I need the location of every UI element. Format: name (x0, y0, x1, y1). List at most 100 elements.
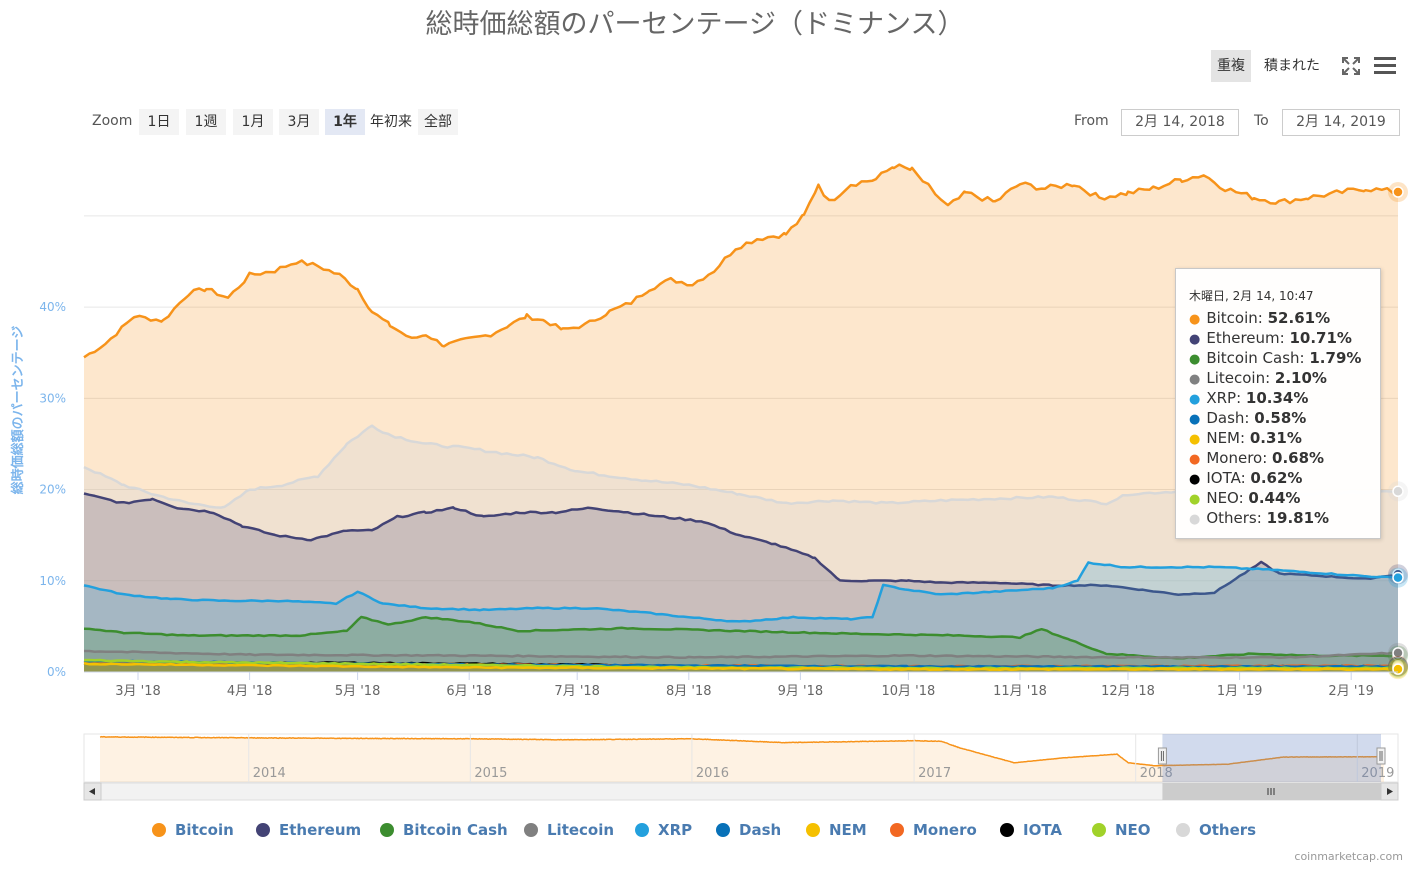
series-area-others (84, 425, 1398, 672)
chart-title: 総時価総額のパーセンテージ（ドミナンス） (425, 9, 965, 40)
y-axis-title: 総時価総額のパーセンテージ (10, 326, 26, 495)
tooltip-series-name: NEO (1206, 489, 1239, 507)
range-to-label: To (1254, 113, 1269, 129)
range-from-input[interactable]: 2月 14, 2018 (1121, 109, 1239, 136)
hover-markers (1388, 182, 1408, 680)
legend-item-dash[interactable]: Dash (716, 818, 781, 842)
zoom-label: Zoom (92, 113, 133, 129)
legend-dot-icon (716, 823, 730, 837)
series-area-bitcoin (84, 164, 1398, 672)
y-tick-label: 40% (39, 300, 66, 314)
series-line-litecoin (84, 649, 1399, 660)
series-line-nem (83, 662, 1398, 672)
navigator-frame (83, 733, 1399, 783)
y-tick-label: 20% (39, 483, 66, 497)
x-tick-label: 12月 '18 (1101, 684, 1155, 699)
navigator-handle-right[interactable] (1376, 747, 1386, 765)
tooltip-separator: : (1279, 329, 1290, 347)
legend-item-bitcoin[interactable]: Bitcoin (152, 818, 234, 842)
series-area-ethereum (84, 493, 1398, 672)
series-line-bitcoin (83, 163, 1399, 359)
tooltip-row: ● Litecoin: 2.10% (1189, 368, 1380, 388)
legend-dot-icon (1092, 823, 1106, 837)
zoom-ytd-button[interactable]: 年初来 (370, 114, 412, 130)
tooltip-series-value: 10.71% (1289, 329, 1352, 347)
legend-dot-icon (524, 823, 538, 837)
tooltip-series-value: 52.61% (1267, 309, 1331, 327)
legend-item-bitcoin-cash[interactable]: Bitcoin Cash (380, 818, 508, 842)
navigator-handle-left[interactable] (1157, 747, 1167, 765)
legend-label: XRP (658, 821, 693, 839)
range-from-label: From (1074, 113, 1109, 129)
overlap-button[interactable]: 重複 (1211, 50, 1251, 82)
tooltip-row: ● Ethereum: 10.71% (1189, 328, 1380, 348)
tooltip-dot-icon: ● (1189, 312, 1201, 327)
range-to-input[interactable]: 2月 14, 2019 (1282, 109, 1400, 136)
legend-dot-icon (152, 823, 166, 837)
x-tick-label: 10月 '18 (882, 684, 936, 699)
hover-point-others (1392, 485, 1404, 498)
legend-item-iota[interactable]: IOTA (1000, 818, 1062, 842)
tooltip-series-name: Bitcoin Cash (1206, 349, 1300, 367)
x-tick-label: 1月 '19 (1217, 684, 1263, 699)
tooltip-dot-icon: ● (1189, 372, 1201, 387)
legend-item-neo[interactable]: NEO (1092, 818, 1151, 842)
legend-item-monero[interactable]: Monero (890, 818, 977, 842)
legend-item-ethereum[interactable]: Ethereum (256, 818, 361, 842)
stacked-button[interactable]: 積まれた (1264, 58, 1320, 74)
navigator-year-label: 2017 (918, 766, 951, 781)
tooltip-row: ● NEO: 0.44% (1189, 488, 1380, 508)
tooltip-series-value: 19.81% (1266, 509, 1330, 527)
hover-point-litecoin (1392, 647, 1404, 659)
tooltip-dot-icon: ● (1189, 412, 1201, 427)
tooltip-separator: : (1262, 449, 1273, 467)
scrollbar-thumb[interactable] (1162, 783, 1381, 800)
navigator-selection[interactable] (1162, 734, 1381, 782)
tooltip-series-name: IOTA (1206, 469, 1241, 487)
legend-item-nem[interactable]: NEM (806, 818, 867, 842)
navigator-line (99, 735, 1384, 767)
tooltip-dot-icon: ● (1189, 332, 1201, 347)
tooltip-series-value: 0.58% (1254, 409, 1307, 427)
x-tick-label: 8月 '18 (666, 684, 712, 699)
x-tick-label: 11月 '18 (993, 684, 1047, 699)
x-tick-label: 5月 '18 (335, 684, 381, 699)
series-area-bitcoin-cash (84, 617, 1398, 672)
navigator-year-label: 2016 (696, 766, 729, 781)
tooltip: 木曜日, 2月 14, 10:47 ● Bitcoin: 52.61% ● Ether… (1175, 268, 1381, 539)
hover-point-xrp (1392, 571, 1404, 584)
legend-item-litecoin[interactable]: Litecoin (524, 818, 614, 842)
tooltip-separator: : (1257, 309, 1268, 327)
tooltip-row: ● Others: 19.81% (1189, 508, 1380, 528)
x-tick-label: 6月 '18 (446, 684, 492, 699)
hover-point-nem (1392, 663, 1404, 675)
zoom-3m-button[interactable]: 3月 (279, 109, 319, 135)
series-line-xrp (83, 561, 1399, 623)
tooltip-row: ● IOTA: 0.62% (1189, 468, 1380, 488)
navigator-year-label: 2018 (1140, 766, 1173, 781)
tooltip-row: ● NEM: 0.31% (1189, 428, 1380, 448)
credits-link[interactable]: coinmarketcap.com (1294, 850, 1403, 863)
zoom-1y-button[interactable]: 1年 (325, 109, 365, 135)
tooltip-row: ● XRP: 10.34% (1189, 388, 1380, 408)
legend-item-xrp[interactable]: XRP (635, 818, 692, 842)
tooltip-dot-icon: ● (1189, 432, 1201, 447)
tooltip-date: 木曜日, 2月 14, 10:47 (1189, 289, 1314, 303)
x-tick-label: 3月 '18 (115, 684, 161, 699)
series-area-xrp (84, 562, 1398, 672)
zoom-1m-button[interactable]: 1月 (233, 109, 273, 135)
tooltip-separator: : (1256, 509, 1267, 527)
series-line-ethereum (83, 492, 1399, 596)
navigator-year-label: 2015 (474, 766, 507, 781)
zoom-1w-button[interactable]: 1週 (186, 109, 226, 135)
zoom-1d-button[interactable]: 1日 (139, 109, 179, 135)
legend-item-others[interactable]: Others (1176, 818, 1256, 842)
legend-dot-icon (256, 823, 270, 837)
zoom-all-button[interactable]: 全部 (418, 109, 458, 135)
tooltip-separator: : (1238, 489, 1249, 507)
legend-dot-icon (890, 823, 904, 837)
tooltip-series-name: XRP (1206, 389, 1237, 407)
hamburger-menu-icon[interactable] (1373, 55, 1397, 77)
fullscreen-icon[interactable] (1341, 56, 1361, 76)
y-tick-label: 0% (47, 665, 66, 679)
